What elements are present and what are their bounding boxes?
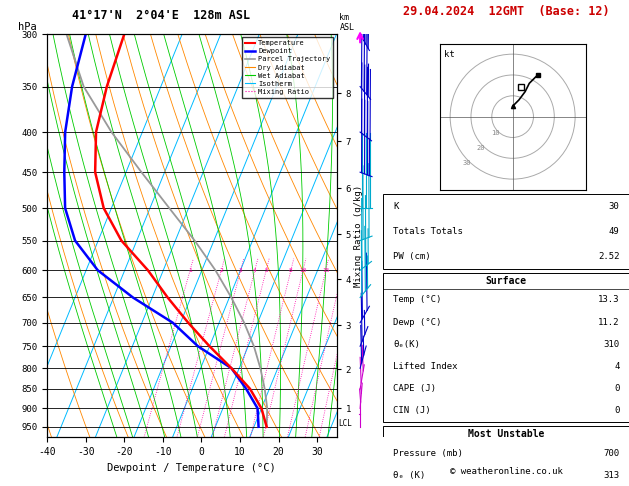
Text: © weatheronline.co.uk: © weatheronline.co.uk [450,467,563,476]
Text: 20: 20 [477,145,486,151]
Text: hPa: hPa [18,22,37,32]
Text: 29.04.2024  12GMT  (Base: 12): 29.04.2024 12GMT (Base: 12) [403,5,610,18]
Text: 4: 4 [253,268,257,273]
Bar [383,193,629,269]
Text: 30: 30 [609,202,620,210]
Text: θₑ (K): θₑ (K) [393,471,425,480]
Text: θₑ(K): θₑ(K) [393,340,420,349]
Text: 1: 1 [188,268,192,273]
Text: 30: 30 [462,160,470,166]
Text: LCL: LCL [338,419,352,429]
Text: 13.3: 13.3 [598,295,620,304]
Text: 10: 10 [492,130,500,137]
Text: Dewp (°C): Dewp (°C) [393,317,442,327]
Legend: Temperature, Dewpoint, Parcel Trajectory, Dry Adiabat, Wet Adiabat, Isotherm, Mi: Temperature, Dewpoint, Parcel Trajectory… [242,37,333,98]
Text: 2.52: 2.52 [598,252,620,260]
Text: 0: 0 [614,384,620,393]
Text: 41°17'N  2°04'E  128m ASL: 41°17'N 2°04'E 128m ASL [72,9,250,22]
Text: 313: 313 [603,471,620,480]
Text: 0: 0 [614,406,620,416]
Text: Lifted Index: Lifted Index [393,362,458,371]
Text: km
ASL: km ASL [340,13,354,32]
Y-axis label: Mixing Ratio (g/kg): Mixing Ratio (g/kg) [353,185,363,287]
Text: CIN (J): CIN (J) [393,406,431,416]
Text: 5: 5 [264,268,268,273]
Text: Pressure (mb): Pressure (mb) [393,449,463,458]
Bar [383,273,629,422]
Text: PW (cm): PW (cm) [393,252,431,260]
Text: CAPE (J): CAPE (J) [393,384,436,393]
Text: 49: 49 [609,226,620,236]
Text: Totals Totals: Totals Totals [393,226,463,236]
Text: K: K [393,202,399,210]
Bar [383,426,629,486]
Text: 2: 2 [220,268,223,273]
Text: Surface: Surface [486,276,527,286]
Text: Most Unstable: Most Unstable [468,429,545,439]
Text: kt: kt [444,50,455,59]
Text: 8: 8 [289,268,292,273]
Text: 310: 310 [603,340,620,349]
Text: 15: 15 [322,268,330,273]
Text: Temp (°C): Temp (°C) [393,295,442,304]
Text: 11.2: 11.2 [598,317,620,327]
Text: 3: 3 [239,268,243,273]
X-axis label: Dewpoint / Temperature (°C): Dewpoint / Temperature (°C) [108,463,276,473]
Text: 700: 700 [603,449,620,458]
Text: 4: 4 [614,362,620,371]
Text: 10: 10 [299,268,307,273]
